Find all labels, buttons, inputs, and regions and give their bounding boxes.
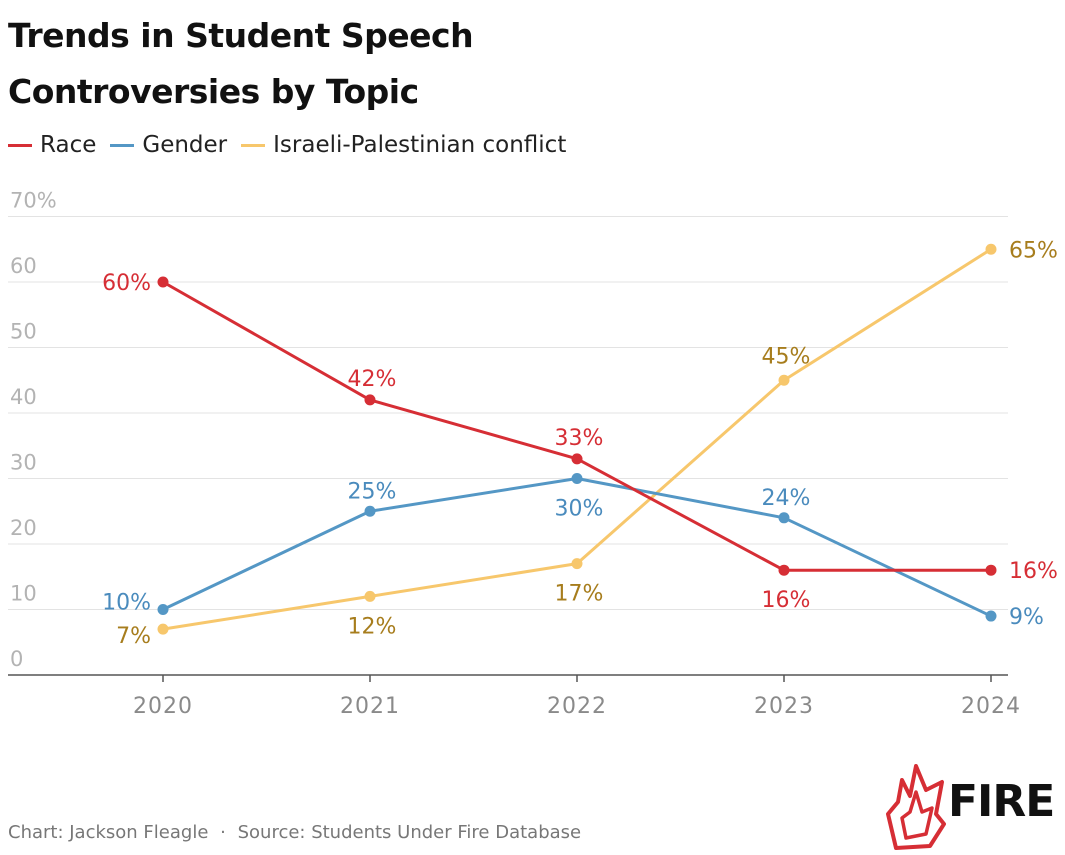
point-israeli-palestinian-conflict-2020	[157, 623, 169, 635]
flame-icon	[886, 764, 946, 850]
chart-source: Source: Students Under Fire Database	[237, 822, 582, 843]
fire-logo-text: FIRE	[948, 776, 1055, 827]
point-gender-2022	[571, 473, 583, 484]
legend-swatch-israeli-palestinian	[241, 143, 266, 147]
chart-title-line-1: Trends in Student Speech	[8, 16, 474, 55]
point-race-2023	[778, 564, 790, 576]
chart-title-line-2: Controversies by Topic	[8, 72, 419, 111]
point-israeli-palestinian-conflict-2022	[571, 558, 583, 570]
x-tick-label-2021: 2021	[340, 694, 400, 719]
y-tick-label-0: 0	[10, 647, 23, 671]
point-gender-2020	[157, 604, 169, 615]
legend-label-israeli-palestinian: Israeli-Palestinian conflict	[273, 132, 567, 158]
y-tick-label-60: 60	[10, 254, 37, 278]
data-label-gender-2020: 10%	[102, 591, 151, 616]
legend-label-gender: Gender	[142, 132, 228, 158]
legend-item-israeli-palestinian: Israeli-Palestinian conflict	[241, 132, 566, 158]
footer-separator: ·	[220, 822, 226, 843]
data-label-gender-2021: 25%	[348, 479, 397, 504]
data-label-israeli-palestinian-conflict-2021: 12%	[348, 614, 397, 639]
y-tick-label-30: 30	[10, 451, 37, 475]
point-gender-2021	[364, 505, 376, 517]
x-tick-label-2024: 2024	[961, 694, 1021, 719]
data-label-israeli-palestinian-conflict-2023: 45%	[762, 344, 811, 369]
y-tick-label-40: 40	[10, 385, 37, 409]
data-label-race-2024: 16%	[1009, 559, 1058, 584]
chart-footer: Chart: Jackson Fleagle · Source: Student…	[8, 822, 581, 843]
legend-swatch-race	[8, 143, 32, 147]
point-race-2022	[571, 453, 583, 465]
data-label-race-2021: 42%	[348, 367, 397, 392]
chart-credit: Chart: Jackson Fleagle	[8, 822, 209, 843]
point-gender-2024	[985, 610, 997, 622]
point-race-2024	[985, 564, 997, 576]
point-israeli-palestinian-conflict-2021	[364, 590, 376, 602]
x-tick-label-2020: 2020	[133, 694, 193, 719]
x-tick-label-2022: 2022	[547, 694, 607, 719]
data-label-gender-2023: 24%	[762, 486, 811, 511]
y-tick-label-50: 50	[10, 320, 37, 344]
legend-swatch-gender	[110, 143, 135, 147]
y-tick-label-20: 20	[10, 516, 37, 540]
chart-title: Trends in Student Speech Controversies b…	[8, 8, 474, 120]
point-israeli-palestinian-conflict-2024	[985, 243, 997, 255]
legend: Race Gender Israeli-Palestinian conflict	[8, 130, 566, 160]
point-race-2020	[157, 276, 169, 288]
fire-logo: FIRE	[886, 762, 1065, 852]
data-label-race-2022: 33%	[555, 426, 604, 451]
data-label-gender-2024: 9%	[1009, 605, 1044, 630]
legend-label-race: Race	[40, 132, 97, 158]
point-israeli-palestinian-conflict-2023	[778, 374, 790, 386]
y-tick-label-10: 10	[10, 582, 37, 606]
point-gender-2023	[778, 512, 790, 524]
data-label-race-2023: 16%	[762, 588, 811, 613]
data-label-gender-2022: 30%	[555, 497, 604, 522]
legend-item-race: Race	[8, 132, 96, 158]
y-tick-label-70: 70%	[10, 189, 57, 213]
data-label-israeli-palestinian-conflict-2020: 7%	[116, 624, 151, 649]
x-tick-label-2023: 2023	[754, 694, 814, 719]
data-label-israeli-palestinian-conflict-2022: 17%	[555, 582, 604, 607]
legend-item-gender: Gender	[110, 132, 227, 158]
data-label-race-2020: 60%	[102, 271, 151, 296]
point-race-2021	[364, 394, 376, 406]
data-label-israeli-palestinian-conflict-2024: 65%	[1009, 238, 1058, 263]
